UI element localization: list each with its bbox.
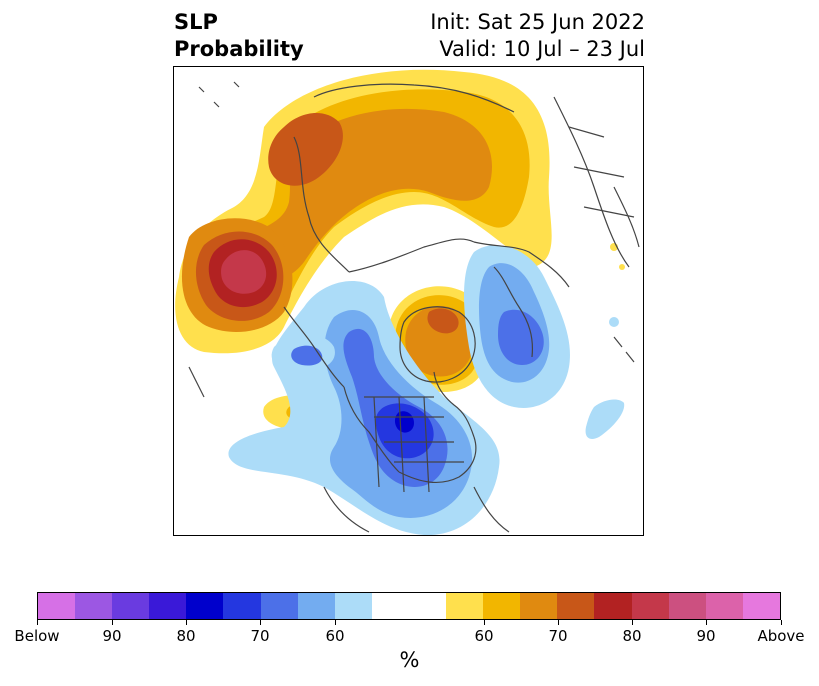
map-svg xyxy=(175,69,640,535)
title-variable: SLP xyxy=(174,10,218,34)
colorbar-segment xyxy=(446,593,484,619)
init-date: Init: Sat 25 Jun 2022 xyxy=(430,10,645,34)
colorbar-tickmark xyxy=(112,620,113,625)
colorbar-segment xyxy=(594,593,632,619)
colorbar-segment xyxy=(38,593,76,619)
colorbar-segment xyxy=(668,593,706,619)
colorbar-segment xyxy=(75,593,113,619)
colorbar-segment xyxy=(334,593,372,619)
alaska-blue xyxy=(291,345,323,366)
map-dates: Init: Sat 25 Jun 2022 Valid: 10 Jul – 23… xyxy=(340,9,645,63)
colorbar-tickmark xyxy=(260,620,261,625)
greenland-brown-core xyxy=(427,308,459,334)
colorbar-tick-label: 80 xyxy=(176,627,196,645)
colorbar-segment xyxy=(742,593,780,619)
colorbar-tick-label: 90 xyxy=(696,627,716,645)
colorbar-segment xyxy=(631,593,669,619)
colorbar xyxy=(37,592,781,620)
atlantic-lightblue-streak xyxy=(585,399,625,439)
colorbar-tick-label: Above xyxy=(757,627,805,645)
colorbar-segment xyxy=(260,593,298,619)
colorbar-segment xyxy=(557,593,595,619)
colorbar-segment xyxy=(112,593,150,619)
title-product: Probability xyxy=(174,37,304,61)
pacific-crimson-core xyxy=(221,250,267,294)
colorbar-segment xyxy=(149,593,187,619)
colorbar-segment xyxy=(408,593,447,619)
coastlines xyxy=(188,81,640,533)
colorbar-segment xyxy=(186,593,224,619)
colorbar-tick-label: 70 xyxy=(250,627,270,645)
colorbar-tick-label: 90 xyxy=(102,627,122,645)
colorbar-tickmark xyxy=(186,620,187,625)
colorbar-tick-label: 60 xyxy=(474,627,494,645)
valid-range: Valid: 10 Jul – 23 Jul xyxy=(439,37,645,61)
colorbar-tickmark xyxy=(484,620,485,625)
colorbar-tick-label: 60 xyxy=(325,627,345,645)
colorbar-tickmark xyxy=(632,620,633,625)
colorbar-tickmark xyxy=(558,620,559,625)
colorbar-tickmark xyxy=(781,620,782,625)
colorbar-segment xyxy=(705,593,743,619)
colorbar-tick-label: 80 xyxy=(622,627,642,645)
small-blue-spot xyxy=(609,317,619,327)
below-normal-regions xyxy=(228,245,625,535)
colorbar-segment xyxy=(371,593,409,619)
colorbar-tick-label: Below xyxy=(14,627,60,645)
colorbar-tickmark xyxy=(37,620,38,625)
colorbar-tickmark xyxy=(706,620,707,625)
colorbar-segment xyxy=(520,593,558,619)
colorbar-tickmark xyxy=(335,620,336,625)
colorbar-segment xyxy=(483,593,521,619)
probability-map xyxy=(173,66,644,536)
colorbar-tick-label: 70 xyxy=(548,627,568,645)
colorbar-segment xyxy=(223,593,261,619)
map-title: SLP Probability xyxy=(174,9,304,63)
colorbar-segment xyxy=(297,593,335,619)
siberia-spot-2 xyxy=(619,264,625,270)
colorbar-label: % xyxy=(399,648,420,672)
atlantic-brown-region xyxy=(268,112,343,186)
